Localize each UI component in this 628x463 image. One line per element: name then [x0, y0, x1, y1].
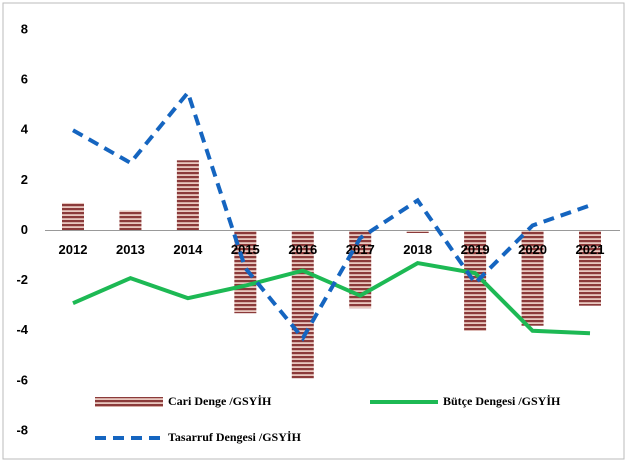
x-tick-label: 2018 [403, 242, 432, 257]
x-tick-label: 2013 [116, 242, 145, 257]
legend-label: Tasarruf Dengesi /GSYİH [168, 430, 302, 444]
bar [464, 230, 487, 331]
x-tick-label: 2020 [518, 242, 547, 257]
y-tick-label: 2 [21, 172, 28, 187]
y-tick-label: -8 [16, 422, 28, 437]
y-tick-label: -4 [16, 322, 28, 337]
legend-swatch [95, 397, 163, 407]
x-tick-label: 2014 [173, 242, 203, 257]
y-tick-label: -2 [16, 272, 28, 287]
bar [521, 230, 544, 326]
bar [349, 230, 372, 309]
legend-label: Bütçe Dengesi /GSYİH [443, 394, 561, 408]
legend-label: Cari Denge /GSYİH [168, 394, 272, 408]
y-tick-label: 6 [21, 72, 28, 87]
y-tick-label: -6 [16, 372, 28, 387]
bar [406, 230, 429, 234]
bar [234, 230, 257, 314]
x-tick-label: 2016 [288, 242, 317, 257]
line [72, 260, 591, 336]
x-tick-label: 2021 [576, 242, 605, 257]
y-tick-label: 0 [21, 222, 28, 237]
bar [579, 230, 601, 306]
bar [176, 160, 199, 231]
y-tick-label: 8 [21, 21, 28, 36]
y-tick-label: 4 [21, 122, 29, 137]
bar [119, 210, 142, 231]
bar [62, 202, 84, 231]
line [72, 88, 591, 342]
x-tick-label: 2019 [461, 242, 490, 257]
x-tick-label: 2012 [59, 242, 88, 257]
x-tick-label: 2015 [231, 242, 260, 257]
bar [291, 230, 314, 379]
